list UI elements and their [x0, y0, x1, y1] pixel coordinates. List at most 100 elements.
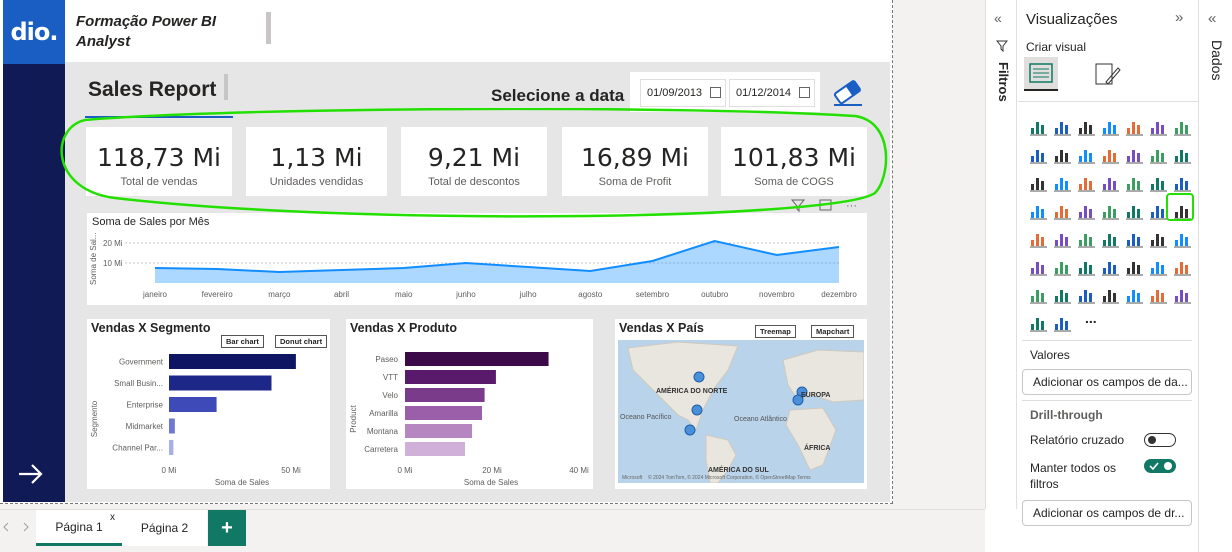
drill-through-field-well[interactable]: Adicionar os campos de dr... — [1022, 500, 1192, 526]
eraser-icon[interactable] — [830, 78, 866, 108]
tab-pagina-2[interactable]: Página 2 — [122, 510, 207, 546]
cross-report-toggle[interactable] — [1144, 433, 1176, 447]
visual-type-icon — [1030, 262, 1047, 276]
category-label: Amarilla — [369, 409, 398, 418]
header-divider — [266, 12, 271, 44]
sales-by-month-chart[interactable]: Soma de Sales por Mês 20 Mi 10 Mi Soma de … — [87, 213, 867, 305]
plus-icon: + — [221, 516, 233, 539]
build-visual-tab[interactable] — [1024, 57, 1058, 91]
format-visual-icon[interactable] — [1092, 60, 1122, 90]
bar — [169, 375, 272, 391]
pane-title: Visualizações — [1026, 11, 1118, 28]
visual-type-icon — [1150, 122, 1167, 136]
kpi-card-discounts[interactable]: 9,21 Mi Total de descontos — [401, 127, 547, 196]
visual-type-icon — [1030, 206, 1047, 220]
date-prompt: Selecione a data — [491, 86, 625, 105]
bar — [169, 354, 296, 369]
data-label[interactable]: Dados — [1209, 40, 1225, 81]
x-tick-label: novembro — [759, 290, 795, 299]
kpi-card-profit[interactable]: 16,89 Mi Soma de Profit — [562, 127, 708, 196]
date-end-input[interactable]: 01/12/2014 — [729, 79, 815, 107]
kpi-value: 101,83 Mi — [732, 143, 856, 172]
page-tabs-bar: Página 1 x Página 2 + — [0, 509, 985, 552]
visual-type-icon — [1102, 150, 1119, 164]
bar — [169, 397, 217, 412]
keep-filters-toggle[interactable] — [1144, 459, 1176, 473]
visual-type-icon — [1102, 290, 1119, 304]
map-label: ÁFRICA — [804, 443, 830, 452]
bar — [169, 418, 175, 434]
world-map[interactable]: AMÉRICA DO NORTE EUROPA Oceano Pacífico … — [618, 340, 864, 483]
kpi-label: Unidades vendidas — [269, 176, 364, 188]
x-tick-label: 40 Mi — [569, 466, 589, 475]
kpi-card-units-sold[interactable]: 1,13 Mi Unidades vendidas — [246, 127, 387, 196]
collapse-icon[interactable]: « — [1208, 10, 1217, 27]
treemap-button[interactable]: Treemap — [755, 325, 796, 338]
page-nav-arrows[interactable] — [2, 520, 32, 534]
kpi-value: 118,73 Mi — [97, 143, 221, 172]
visual-type-icon — [1126, 178, 1143, 192]
bar — [405, 352, 549, 366]
calendar-icon[interactable] — [710, 87, 721, 98]
visual-type-icon — [1078, 150, 1095, 164]
visual-type-icon — [1150, 262, 1167, 276]
visual-types-grid[interactable] — [1025, 112, 1197, 334]
visual-type-icon — [1102, 234, 1119, 248]
keep-filters-label: Manter todos os filtros — [1030, 461, 1117, 491]
arrow-right-icon[interactable] — [16, 462, 46, 486]
map-point — [691, 404, 703, 416]
visual-type-icon — [1174, 122, 1191, 136]
sales-by-country-map[interactable]: Vendas X País Treemap Mapchart AMÉRICA D… — [615, 319, 867, 489]
sales-by-product-chart[interactable]: Vendas X Produto Paseo VTT Velo Amarilla Mon… — [346, 319, 593, 489]
category-label: Government — [119, 358, 164, 367]
visual-type-icon — [1078, 178, 1095, 192]
filters-label[interactable]: Filtros — [996, 62, 1011, 102]
x-tick-label: dezembro — [821, 290, 857, 299]
x-tick-label: setembro — [636, 290, 670, 299]
map-brand: Microsoft — [622, 475, 643, 481]
x-tick-label: abril — [334, 290, 349, 299]
visual-type-icon — [1030, 178, 1047, 192]
calendar-icon[interactable] — [799, 87, 810, 98]
filters-pane-collapsed[interactable]: « Filtros — [985, 0, 1017, 509]
x-tick-label: 0 Mi — [161, 466, 176, 475]
map-label: EUROPA — [801, 392, 830, 399]
expand-icon[interactable]: » — [1175, 9, 1184, 26]
visual-type-icon — [1078, 122, 1095, 136]
card-visual-highlight — [1166, 193, 1194, 221]
more-options-icon: ··· — [846, 200, 857, 212]
category-label: Midmarket — [126, 422, 164, 431]
more-visuals-icon[interactable]: ... — [1085, 310, 1097, 326]
bar — [169, 440, 174, 455]
mapchart-button[interactable]: Mapchart — [811, 325, 855, 338]
collapse-icon[interactable]: « — [994, 10, 1002, 26]
bar-chart-button[interactable]: Bar chart — [221, 335, 264, 348]
visual-type-icon — [1054, 150, 1071, 164]
kpi-card-cogs[interactable]: 101,83 Mi Soma de COGS — [721, 127, 867, 196]
close-tab-icon[interactable]: x — [110, 512, 115, 523]
donut-chart-button[interactable]: Donut chart — [275, 335, 328, 348]
y-tick-label: 20 Mi — [103, 239, 123, 248]
category-label: Carretera — [364, 445, 398, 454]
visual-type-icon — [1102, 122, 1119, 136]
category-label: Small Busin... — [114, 379, 163, 388]
values-field-well[interactable]: Adicionar os campos de da... — [1022, 369, 1192, 395]
kpi-card-total-sales[interactable]: 118,73 Mi Total de vendas — [86, 127, 232, 196]
map-point — [684, 424, 696, 436]
data-pane-collapsed[interactable]: « Dados — [1198, 0, 1232, 552]
x-tick-label: 0 Mi — [397, 466, 412, 475]
add-page-button[interactable]: + — [208, 510, 246, 546]
date-end-value: 01/12/2014 — [736, 87, 792, 99]
visual-type-icon — [1054, 290, 1071, 304]
title-divider — [224, 74, 228, 100]
date-start-value: 01/09/2013 — [647, 87, 703, 99]
tab-pagina-1[interactable]: Página 1 — [36, 510, 122, 546]
area-fill — [155, 241, 839, 283]
y-axis-label: Product — [349, 404, 358, 432]
visual-type-icon — [1102, 262, 1119, 276]
date-start-input[interactable]: 01/09/2013 — [640, 79, 726, 107]
visual-type-icon — [1174, 150, 1191, 164]
map-point — [792, 394, 804, 406]
kpi-value: 9,21 Mi — [427, 143, 521, 172]
sales-by-segment-chart[interactable]: Vendas X Segmento Bar chart Donut chart … — [87, 319, 330, 489]
